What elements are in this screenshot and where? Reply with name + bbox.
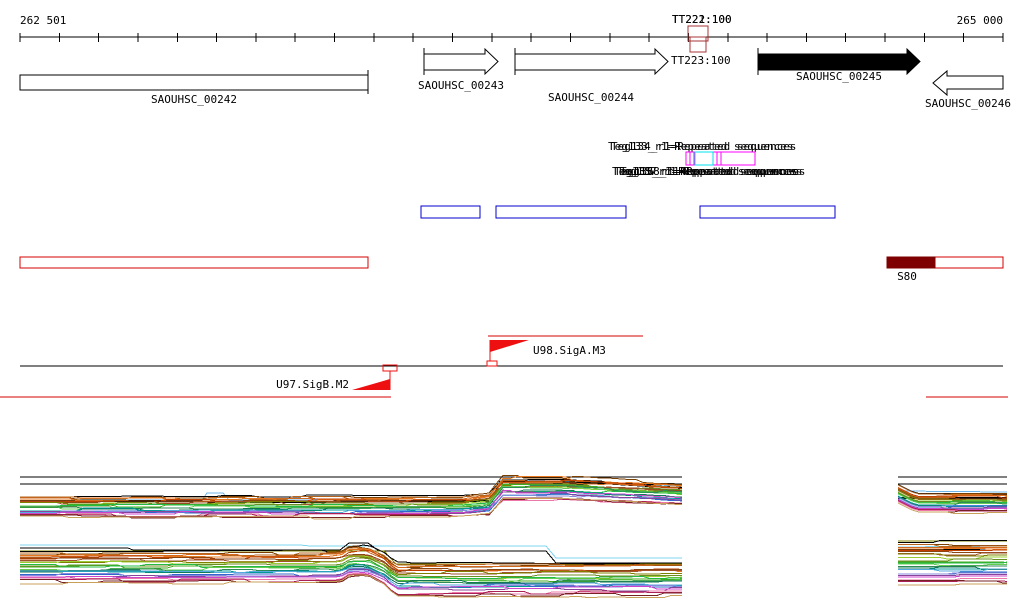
promoter-flag-u98[interactable] [486,340,529,367]
profile-line [898,548,1007,550]
profile-line [20,546,682,566]
profile-line [20,483,683,507]
repeat-label-row2: Teg137_r1=Repeated sequences [617,165,802,178]
gene-saouhsc-00245[interactable] [757,47,921,76]
ruler-end-label: 265 000 [957,14,1003,27]
promoter-label-u98: U98.SigA.M3 [533,344,606,357]
expression-profile-tracks [20,475,1008,598]
ruler: 262 501 265 000 [19,14,1004,42]
profile-line [20,571,682,590]
gene-label: SAOUHSC_00245 [796,70,882,83]
gene-label: SAOUHSC_00242 [151,93,237,106]
gene-saouhsc-00246[interactable] [932,69,1004,97]
profile-line [20,574,682,598]
profile-line [898,574,1007,576]
repeat-label-row2: Teg136_r1=Repeated sequences [614,165,799,178]
gene-label: SAOUHSC_00243 [418,79,504,92]
flag-triangle-right-icon [490,340,529,352]
profile-line [20,555,682,575]
gene-saouhsc-00244[interactable] [514,47,669,76]
repeat-label-row2: Teg138_r1=Repeated sequences [620,165,805,178]
profile-line [898,551,1007,553]
blue-segment[interactable] [420,205,481,219]
red-segment-filled-s80[interactable] [886,256,936,269]
terminator-label-tt221: TT221:100 [672,13,732,26]
repeat-label-row1: Teg133_r1=Repeated sequences [608,140,793,153]
profile-line [20,574,682,598]
profile-line [898,563,1007,566]
gene-saouhsc-00243[interactable] [423,47,499,76]
promoter-label-u97: U97.SigB.M2 [276,378,349,391]
gene-track: SAOUHSC_00242 SAOUHSC_00243 SAOUHSC_0024… [19,47,1011,110]
profile-line [20,498,682,520]
terminator-box-tt222[interactable] [689,36,707,53]
profile-line [898,572,1007,575]
repeat-box-cyan[interactable] [694,151,714,166]
ruler-ticks [19,33,1004,42]
profile-line [20,566,682,584]
profile-line [898,575,1007,578]
gene-label: SAOUHSC_00244 [548,91,634,104]
profile-line [20,564,682,584]
profile-line [20,544,682,565]
ruler-start-label: 262 501 [20,14,66,27]
forward-strand-signal [20,475,1008,520]
profile-line [898,553,1007,557]
profile-line [898,580,1007,584]
repeat-boxes[interactable] [685,151,756,166]
repeat-track: Teg133_r1=Repeated sequences Teg134_r1=R… [608,140,805,178]
promoter-track: U98.SigA.M3 U97.SigB.M2 [0,335,1008,398]
gene-saouhsc-00242[interactable] [19,70,369,94]
profile-line [20,567,682,587]
blue-segment[interactable] [495,205,627,219]
segment-label-s80: S80 [897,270,917,283]
reverse-strand-signal [20,540,1008,598]
profile-line [898,578,1007,581]
profile-line [898,583,1007,586]
repeat-label-row2: Teg135_r1=Repeated sequences [612,165,797,178]
profile-line [20,561,682,579]
blue-segment[interactable] [699,205,836,219]
profile-line [20,554,682,573]
profile-line [20,568,682,592]
profile-line [898,549,1007,551]
profile-line [20,489,682,512]
terminator-label-tt222: TT222:100 [672,13,732,26]
profile-line [898,540,1007,543]
profile-line [898,561,1008,564]
profile-line [898,561,1008,564]
profile-line [898,544,1007,547]
flag-triangle-left-icon [352,379,390,390]
profile-line [898,568,1007,572]
profile-line [20,573,682,596]
profile-line [897,493,1007,504]
terminator-label-tt223: TT223:100 [671,54,731,67]
red-segment[interactable] [19,256,369,269]
red-segment-track: S80 [19,256,1004,283]
profile-line [897,502,1007,514]
repeat-label-row1: Teg134_r1=Repeated sequences [611,140,796,153]
blue-segment-track [420,205,836,219]
profile-line [897,487,1007,499]
gene-label: SAOUHSC_00246 [925,97,1011,110]
profile-line [898,565,1007,567]
profile-line [898,558,1007,562]
terminator-track: TT221:100 TT222:100 TT223:100 [671,13,732,67]
promoter-flag-u97[interactable] [352,364,398,390]
terminator-box-tt221[interactable] [687,25,709,42]
